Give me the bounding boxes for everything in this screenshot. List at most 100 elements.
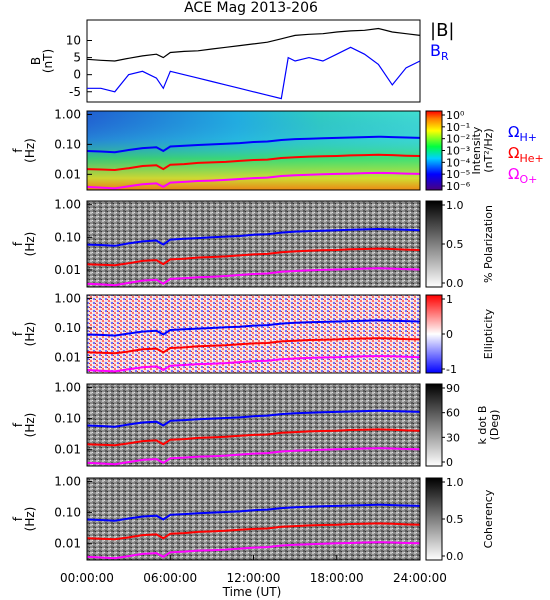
y-tick-label: 1.00	[54, 475, 81, 489]
colorbar-tick-label: -1	[446, 363, 457, 376]
omega-he-line	[86, 522, 421, 541]
y-tick-label: 0.01	[54, 537, 81, 551]
colorbar-tick-label: 10⁰	[446, 109, 465, 122]
legend-omega-h: ΩH+	[508, 123, 537, 144]
spectrogram-image	[87, 478, 420, 560]
colorbar-tick-label: 1	[446, 293, 453, 306]
spectrogram-overlay	[87, 111, 420, 190]
omega-he-line	[86, 428, 421, 447]
x-tick-label: 24:00:00	[393, 571, 447, 585]
panel-coherency: 1.00 0.10 0.01 f(Hz) 1.0 0.5 0.0 Coherency	[11, 475, 495, 563]
colorbar-label: k dot B(Deg)	[476, 406, 501, 445]
colorbar-label: Coherency	[482, 489, 495, 548]
y-tick-label: 1.00	[54, 107, 81, 121]
omega-o-line	[86, 541, 421, 560]
colorbar	[425, 294, 443, 374]
series-line-b-magnitude	[86, 27, 421, 62]
omega-o-line	[86, 355, 421, 373]
y-tick-label: 0.10	[54, 506, 81, 520]
omega-he-line	[86, 337, 421, 355]
omega-h-line	[86, 503, 421, 522]
y-axis-label-freq: f(Hz)	[11, 322, 37, 347]
x-tick-label: 12:00:00	[227, 571, 281, 585]
colorbar-tick-label: 1.0	[446, 199, 464, 212]
colorbar-tick-label: 0.5	[446, 513, 464, 526]
panel-frame	[86, 110, 421, 191]
y-tick-label-b: 0	[73, 68, 81, 82]
colorbar-tick-label: 0	[446, 328, 453, 341]
panel-intensity: 1.00 0.10 0.01 f(Hz) 10⁰10⁻¹10⁻²10⁻³10⁻⁴10⁻⁵…	[11, 107, 495, 193]
colorbar-tick-label: 10⁻⁴	[446, 156, 471, 169]
spectrogram-image	[87, 384, 420, 466]
y-axis-label-freq: f(Hz)	[11, 232, 37, 257]
omega-h-line	[86, 409, 421, 428]
colorbar-tick-label: 0.0	[446, 550, 464, 563]
panel-k-dot-b: 1.00 0.10 0.01 f(Hz) 90 60 30 0 k dot B(Deg)	[11, 381, 501, 469]
y-tick-label: 1.00	[54, 381, 81, 395]
y-tick-label: 1.00	[54, 198, 81, 212]
y-tick-label: 0.01	[54, 443, 81, 457]
legend-b-magnitude: |B|	[430, 20, 454, 41]
y-tick-label: 0.01	[54, 263, 81, 277]
omega-o-line	[86, 267, 421, 287]
y-axis-label-freq: f(Hz)	[11, 507, 37, 532]
panel-frame	[86, 19, 421, 103]
colorbar	[425, 477, 443, 561]
y-tick-label: 0.10	[54, 321, 81, 335]
y-tick-label: 0.10	[54, 412, 81, 426]
ion-legend: ΩH+ ΩHe+ ΩO+	[508, 123, 544, 186]
colorbar	[425, 200, 443, 288]
legend-omega-he: ΩHe+	[508, 144, 544, 165]
colorbar-label: % Polarization	[482, 205, 495, 283]
colorbar-tick-label: 0.0	[446, 277, 464, 290]
y-tick-label: 1.00	[54, 291, 81, 305]
omega-o-line	[86, 447, 421, 466]
omega-he-line	[86, 153, 421, 172]
colorbar-tick-label: 1.0	[446, 476, 464, 489]
x-tick-label: 18:00:00	[310, 571, 364, 585]
colorbar-tick-label: 90	[446, 382, 460, 395]
legend-omega-o: ΩO+	[508, 165, 537, 186]
panel-frame	[86, 294, 421, 374]
panel-b-field: 10 5 0 -5 |B| BR B(nT)	[29, 19, 454, 103]
omega-h-line	[86, 227, 421, 247]
spectrogram-image	[87, 201, 420, 287]
x-tick-label: 06:00:00	[143, 571, 197, 585]
chart-title: ACE Mag 2013-206	[184, 0, 318, 16]
omega-he-line	[86, 247, 421, 267]
colorbar-tick-label: 10⁻³	[446, 145, 470, 158]
y-tick-label-b: 10	[66, 34, 81, 48]
colorbar	[425, 383, 443, 467]
colorbar-tick-label: 10⁻¹	[446, 121, 470, 134]
y-tick-label: 0.10	[54, 230, 81, 244]
colorbar-tick-label: 10⁻⁶	[446, 180, 471, 193]
colorbar-tick-label: 60	[446, 407, 460, 420]
x-tick-label: 00:00:00	[60, 571, 114, 585]
x-axis-label: Time (UT)	[222, 585, 282, 599]
y-axis-label-b: B(nT)	[29, 49, 55, 73]
colorbar-tick-label: 30	[446, 431, 460, 444]
panel-polarization: 1.00 0.10 0.01 f(Hz) 1.0 0.5 0.0 % Polarization	[11, 198, 495, 290]
colorbar-tick-label: 10⁻²	[446, 133, 470, 146]
omega-h-line	[86, 319, 421, 337]
colorbar-tick-label: 0	[446, 456, 453, 469]
omega-h-line	[86, 135, 421, 154]
series-line-b-radial	[87, 46, 421, 100]
y-tick-label: 0.01	[54, 351, 81, 365]
y-axis-label-freq: f(Hz)	[11, 138, 37, 163]
y-tick-label-b: -5	[69, 85, 81, 99]
colorbar-label: Intensity(nT²/Hz)	[470, 126, 495, 174]
spectrogram-image	[87, 295, 420, 373]
panel-ellipticity: 1.00 0.10 0.01 f(Hz) 1 0 -1 Ellipticity	[11, 291, 495, 376]
panel-frame	[86, 383, 421, 467]
colorbar-label: Ellipticity	[482, 308, 495, 359]
y-tick-label-b: 5	[73, 51, 81, 65]
omega-o-line	[86, 171, 421, 190]
y-axis-label-freq: f(Hz)	[11, 413, 37, 438]
y-tick-label: 0.01	[54, 167, 81, 181]
panel-frame	[86, 200, 421, 288]
colorbar	[425, 110, 443, 191]
colorbar-tick-label: 10⁻⁵	[446, 168, 470, 181]
y-tick-label: 0.10	[54, 137, 81, 151]
